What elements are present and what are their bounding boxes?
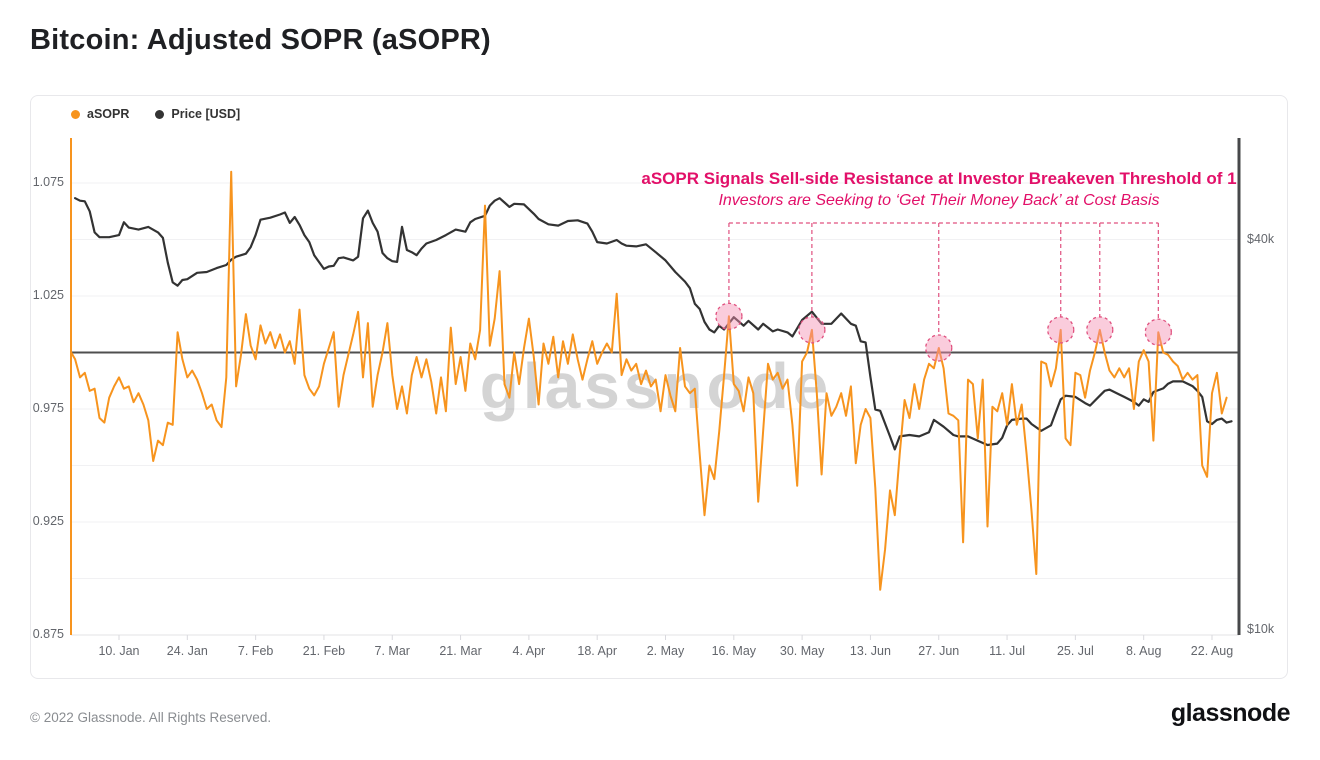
breakeven-touch-circle [798,316,826,344]
x-axis-label: 27. Jun [918,644,960,658]
x-axis-label: 13. Jun [849,644,891,658]
breakeven-touch-circle [925,334,953,362]
x-axis-label: 16. May [711,644,757,658]
annotation-subline: Investors are Seeking to ‘Get Their Mone… [718,192,1160,209]
watermark: glassnode [480,350,833,422]
chart-canvas[interactable]: glassnode [31,96,1289,680]
y-axis-right-label: $40k [1247,232,1275,246]
x-axis-label: 21. Mar [439,644,482,658]
x-axis-label: 21. Feb [302,644,346,658]
series-price-usd- [74,197,1233,451]
y-axis-left-label: 1.025 [32,288,64,302]
y-axis-left-label: 0.925 [32,514,64,528]
legend-item-asopr[interactable]: aSOPR [71,107,129,121]
x-axis-label: 22. Aug [1190,644,1234,658]
x-axis-label: 7. Feb [237,644,274,658]
y-axis-left-label: 0.975 [32,401,64,415]
y-axis-right-label: $10k [1247,622,1275,636]
y-axis-left-label: 0.875 [32,627,64,641]
y-axis-left-label: 1.075 [32,175,64,189]
x-axis-label: 2. May [646,644,685,658]
chart-card: aSOPR Price [USD] glassnode aSOPR Signal… [30,95,1288,679]
glassnode-logo: glassnode [1170,699,1291,727]
x-axis-label: 11. Jul [989,644,1026,658]
legend-label-asopr: aSOPR [87,107,130,121]
x-axis-label: 8. Aug [1125,644,1162,658]
price-series-dot-icon [155,109,165,119]
page-title: Bitcoin: Adjusted SOPR (aSOPR) [30,24,491,56]
x-axis-label: 18. Apr [577,644,617,658]
x-axis-label: 7. Mar [374,644,410,658]
asopr-series-dot-icon [71,109,80,119]
legend-label-price: Price [USD] [171,107,241,121]
x-axis-label: 24. Jan [166,644,208,658]
legend-item-price[interactable]: Price [USD] [155,107,240,121]
breakeven-touch-circle [715,302,743,330]
breakeven-touch-circle [1047,316,1075,344]
annotation-headline: aSOPR Signals Sell-side Resistance at In… [641,169,1237,188]
x-axis-label: 25. Jul [1056,644,1094,658]
x-axis-label: 30. May [779,644,825,658]
footer-copyright: © 2022 Glassnode. All Rights Reserved. [30,710,272,725]
x-axis-label: 4. Apr [512,644,546,658]
breakeven-touch-circle [1144,318,1172,346]
chart-legend: aSOPR Price [USD] [71,107,240,121]
x-axis-label: 10. Jan [98,644,140,658]
breakeven-touch-circle [1086,316,1114,344]
series-asopr [70,170,1228,591]
